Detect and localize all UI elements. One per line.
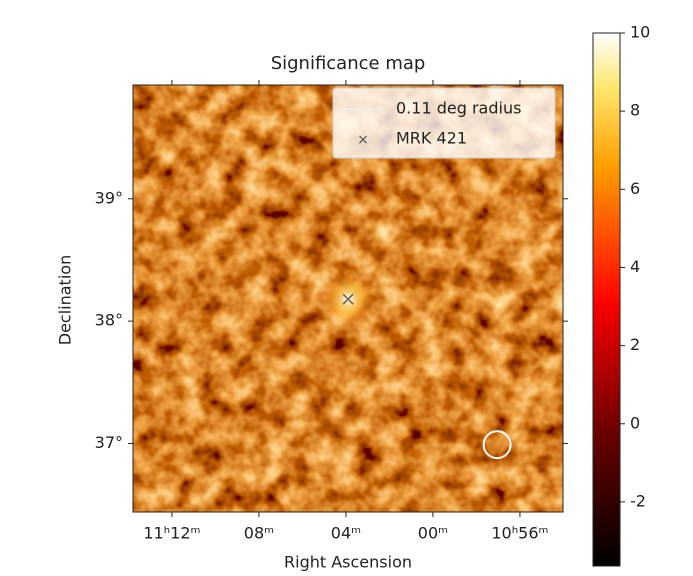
axes-frame <box>132 84 564 513</box>
y-axis-label: Declination <box>56 255 75 345</box>
y-tick-label: 38° <box>95 311 123 330</box>
colorbar-tick-label: 2 <box>630 335 640 354</box>
colorbar-tick-label: 4 <box>630 257 640 276</box>
region-circle <box>482 430 512 460</box>
source-marker <box>342 293 354 305</box>
colorbar-tick-label: 8 <box>630 101 640 120</box>
x-tick-label: 11ʰ12ᵐ <box>143 524 200 543</box>
legend-label: MRK 421 <box>396 129 467 148</box>
colorbar-tick-label: 0 <box>630 413 640 432</box>
legend-box <box>332 87 556 159</box>
x-tick-label: 00ᵐ <box>418 524 448 543</box>
colorbar-tick-label: 6 <box>630 179 640 198</box>
y-tick-label: 39° <box>95 188 123 207</box>
x-tick-label: 08ᵐ <box>244 524 274 543</box>
colorbar-tick-label: -2 <box>630 491 646 510</box>
legend: 0.11 deg radius × MRK 421 <box>332 87 556 159</box>
x-tick-label: 04ᵐ <box>331 524 361 543</box>
y-tick-label: 37° <box>95 433 123 452</box>
legend-source-swatch: × <box>357 132 369 148</box>
legend-label: 0.11 deg radius <box>396 99 521 118</box>
colorbar-tick-label: 10 <box>630 23 650 42</box>
colorbar <box>592 32 621 567</box>
x-axis-label: Right Ascension <box>284 553 412 572</box>
chart-title: Significance map <box>271 53 426 74</box>
x-tick-label: 10ʰ56ᵐ <box>491 524 548 543</box>
